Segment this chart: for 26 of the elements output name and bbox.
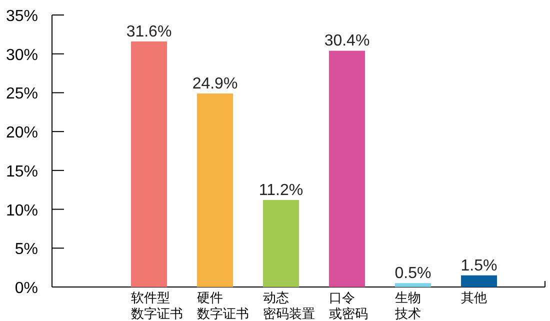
data-label: 24.9%: [192, 75, 238, 92]
y-tick-label: 35%: [6, 8, 38, 25]
y-tick-label: 5%: [14, 241, 38, 258]
x-tick-label: 动态密码装置: [263, 290, 315, 321]
y-tick-label: 30%: [6, 46, 38, 64]
y-tick-label: 20%: [6, 124, 38, 142]
y-tick-label: 25%: [6, 86, 38, 103]
y-tick-label: 0%: [14, 280, 38, 297]
data-label: 1.5%: [460, 257, 498, 274]
x-tick-label: 口令或密码: [329, 290, 368, 321]
bar: [461, 275, 497, 287]
bar: [197, 93, 233, 287]
x-tick-label: 软件型数字证书: [131, 290, 183, 321]
x-tick-label: 其他: [461, 290, 487, 305]
data-label: 11.2%: [258, 182, 304, 199]
bar: [263, 200, 299, 287]
bar: [329, 50, 365, 287]
bar: [131, 41, 167, 287]
data-label: 30.4%: [324, 32, 370, 50]
y-tick-label: 15%: [6, 163, 38, 180]
x-tick-label: 硬件数字证书: [197, 290, 249, 321]
y-tick-label: 10%: [6, 202, 38, 220]
bar: [395, 283, 431, 287]
data-label: 0.5%: [394, 265, 432, 282]
data-label: 31.6%: [126, 23, 172, 40]
x-tick-label: 生物技术: [394, 290, 421, 321]
